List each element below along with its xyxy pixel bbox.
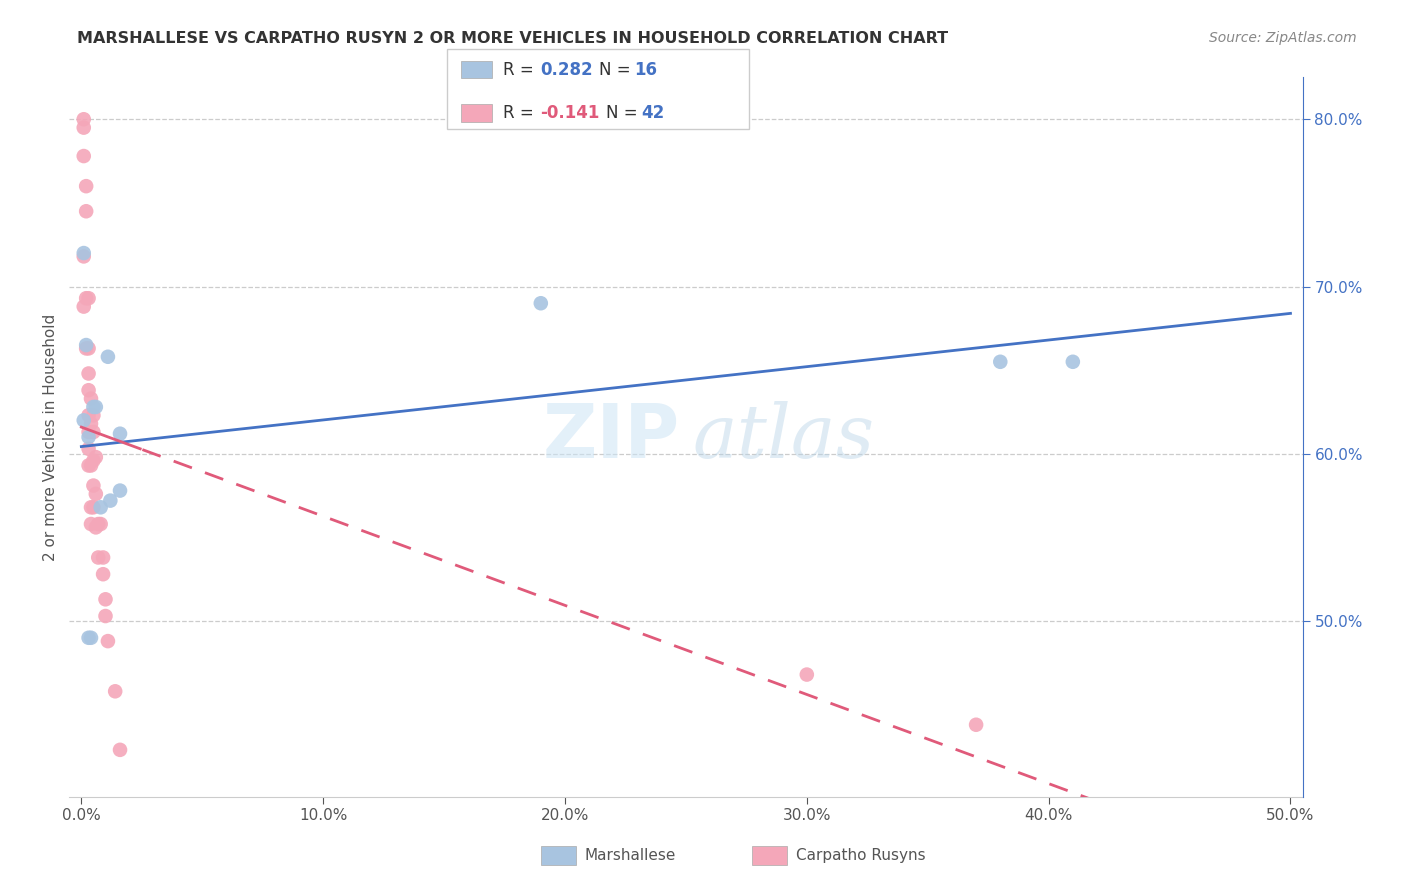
Text: 16: 16 xyxy=(634,61,657,78)
Point xyxy=(80,458,103,473)
Point xyxy=(988,355,1011,369)
Point xyxy=(73,413,96,427)
Point xyxy=(84,487,107,501)
Point xyxy=(108,743,131,757)
Text: ZIP: ZIP xyxy=(543,401,679,474)
Point xyxy=(80,417,103,431)
Point xyxy=(80,631,103,645)
Point xyxy=(87,516,110,531)
Point xyxy=(82,478,104,492)
Text: R =: R = xyxy=(503,61,540,78)
Text: -0.141: -0.141 xyxy=(540,104,599,122)
Point xyxy=(796,667,818,681)
Point xyxy=(91,550,114,565)
Point xyxy=(77,430,100,444)
Point xyxy=(94,592,117,607)
Point xyxy=(80,392,103,406)
Point xyxy=(75,342,97,356)
Point xyxy=(108,483,131,498)
Point xyxy=(77,291,100,305)
Text: Marshallese: Marshallese xyxy=(585,848,676,863)
Point xyxy=(87,550,110,565)
Text: atlas: atlas xyxy=(692,401,875,474)
Point xyxy=(82,425,104,439)
Point xyxy=(77,425,100,439)
Point xyxy=(104,684,127,698)
Point xyxy=(98,493,121,508)
Point xyxy=(82,400,104,414)
Point xyxy=(73,249,96,263)
Point xyxy=(82,453,104,467)
Point xyxy=(91,567,114,582)
Point xyxy=(77,458,100,473)
Point xyxy=(108,426,131,441)
Point xyxy=(77,342,100,356)
Point xyxy=(84,450,107,464)
Point xyxy=(75,179,97,194)
Text: Source: ZipAtlas.com: Source: ZipAtlas.com xyxy=(1209,31,1357,45)
Point xyxy=(73,149,96,163)
Point xyxy=(90,500,112,515)
Point xyxy=(1062,355,1084,369)
Point xyxy=(77,409,100,423)
Point xyxy=(82,500,104,515)
Text: MARSHALLESE VS CARPATHO RUSYN 2 OR MORE VEHICLES IN HOUSEHOLD CORRELATION CHART: MARSHALLESE VS CARPATHO RUSYN 2 OR MORE … xyxy=(77,31,949,46)
Point xyxy=(77,383,100,397)
Point xyxy=(82,409,104,423)
Point xyxy=(84,520,107,534)
Text: N =: N = xyxy=(606,104,643,122)
Point xyxy=(73,112,96,127)
Point xyxy=(94,609,117,624)
Point xyxy=(73,120,96,135)
Text: 42: 42 xyxy=(641,104,665,122)
Y-axis label: 2 or more Vehicles in Household: 2 or more Vehicles in Household xyxy=(44,313,58,561)
Point xyxy=(97,634,120,648)
Text: N =: N = xyxy=(599,61,636,78)
Point xyxy=(73,246,96,260)
Point xyxy=(90,516,112,531)
Point xyxy=(75,338,97,352)
Text: Carpatho Rusyns: Carpatho Rusyns xyxy=(796,848,925,863)
Point xyxy=(530,296,553,310)
Point xyxy=(77,442,100,456)
Text: R =: R = xyxy=(503,104,540,122)
Point xyxy=(75,204,97,219)
Point xyxy=(80,516,103,531)
Point xyxy=(965,718,987,732)
Text: 0.282: 0.282 xyxy=(540,61,592,78)
Point xyxy=(75,291,97,305)
Point xyxy=(77,631,100,645)
Point xyxy=(77,367,100,381)
Point xyxy=(84,400,107,414)
Point xyxy=(73,300,96,314)
Point xyxy=(80,500,103,515)
Point xyxy=(97,350,120,364)
